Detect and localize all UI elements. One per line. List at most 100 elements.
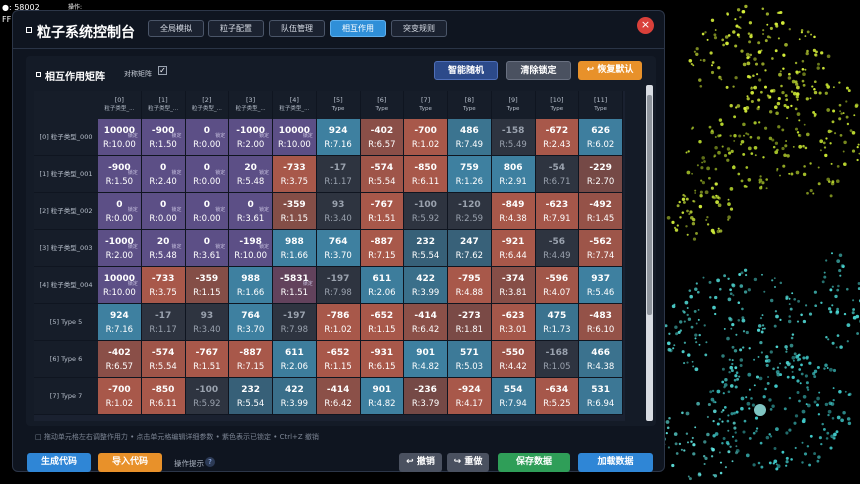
matrix-cell[interactable]: -359 R:1.15	[273, 193, 317, 230]
matrix-cell[interactable]: 901 R:4.82	[360, 378, 405, 415]
matrix-cell[interactable]: -120 R:2.59	[448, 193, 492, 230]
matrix-cell[interactable]: -229 R:2.70	[579, 156, 623, 193]
matrix-cell[interactable]: 232 R:5.54	[404, 230, 448, 267]
matrix-cell[interactable]: -652 R:1.15	[316, 341, 361, 378]
matrix-cell[interactable]: 764 R:3.70	[229, 304, 273, 341]
matrix-cell[interactable]: 466 R:4.38	[579, 341, 623, 378]
matrix-cell[interactable]: -767 R:1.51	[360, 193, 405, 230]
load-button[interactable]: 加载数据	[578, 453, 653, 472]
import-code-button[interactable]: 导入代码	[98, 453, 162, 472]
matrix-cell[interactable]: -634 R:5.25	[535, 378, 580, 415]
matrix-cell[interactable]: 20 R:5.48 锁定	[229, 156, 273, 193]
matrix-cell[interactable]: -574 R:5.54	[360, 156, 405, 193]
help-icon[interactable]: ?	[205, 457, 215, 467]
matrix-cell[interactable]: -492 R:1.45	[579, 193, 623, 230]
matrix-cell[interactable]: 0 R:2.40 锁定	[141, 156, 186, 193]
matrix-cell[interactable]: -273 R:1.81	[448, 304, 492, 341]
matrix-cell[interactable]: -849 R:4.38	[491, 193, 536, 230]
tab[interactable]: 粒子配置	[208, 20, 264, 37]
matrix-cell[interactable]: -733 R:3.75	[273, 156, 317, 193]
matrix-cell[interactable]: -402 R:6.57	[98, 341, 142, 378]
matrix-cell[interactable]: 937 R:5.46	[579, 267, 623, 304]
matrix-cell[interactable]: -887 R:7.15	[360, 230, 405, 267]
matrix-cell[interactable]: -767 R:1.51	[185, 341, 230, 378]
matrix-cell[interactable]: -850 R:6.11	[404, 156, 448, 193]
matrix-cell[interactable]: 0 R:0.00 锁定	[98, 193, 142, 230]
matrix-cell[interactable]: -887 R:7.15	[229, 341, 273, 378]
matrix-cell[interactable]: 611 R:2.06	[360, 267, 405, 304]
matrix-cell[interactable]: 422 R:3.99	[404, 267, 448, 304]
matrix-cell[interactable]: -168 R:1.05	[535, 341, 580, 378]
matrix-cell[interactable]: -483 R:6.10	[579, 304, 623, 341]
tab[interactable]: 突变规则	[391, 20, 447, 37]
matrix-cell[interactable]: -623 R:7.91	[535, 193, 580, 230]
matrix-cell[interactable]: -198 R:10.00 锁定	[229, 230, 273, 267]
matrix-cell[interactable]: 988 R:1.66	[229, 267, 273, 304]
matrix-cell[interactable]: -850 R:6.11	[141, 378, 186, 415]
matrix-cell[interactable]: 988 R:1.66	[273, 230, 317, 267]
redo-button[interactable]: ↪ 重做	[447, 453, 489, 472]
matrix-cell[interactable]: -100 R:5.92	[404, 193, 448, 230]
matrix-cell[interactable]: 422 R:3.99	[273, 378, 317, 415]
matrix-cell[interactable]: -700 R:1.02	[98, 378, 142, 415]
matrix-cell[interactable]: 0 R:0.00 锁定	[185, 156, 230, 193]
matrix-cell[interactable]: 93 R:3.40	[316, 193, 361, 230]
matrix-cell[interactable]: -652 R:1.15	[360, 304, 405, 341]
matrix-cell[interactable]: 20 R:5.48 锁定	[141, 230, 186, 267]
matrix-cell[interactable]: -17 R:1.17	[316, 156, 361, 193]
tab[interactable]: 队伍管理	[269, 20, 325, 37]
matrix-cell[interactable]: -5831 R:1.51 锁定	[273, 267, 317, 304]
symmetric-checkbox[interactable]: ✓	[158, 66, 167, 75]
matrix-cell[interactable]: -402 R:6.57	[360, 119, 405, 156]
matrix-cell[interactable]: -921 R:6.44	[491, 230, 536, 267]
matrix-cell[interactable]: -700 R:1.02	[404, 119, 448, 156]
matrix-cell[interactable]: -1000 R:2.00 锁定	[229, 119, 273, 156]
matrix-cell[interactable]: -623 R:3.01	[491, 304, 536, 341]
matrix-cell[interactable]: 475 R:1.73	[535, 304, 580, 341]
matrix-cell[interactable]: -931 R:6.15	[360, 341, 405, 378]
matrix-cell[interactable]: -359 R:1.15	[185, 267, 230, 304]
matrix-cell[interactable]: 611 R:2.06	[273, 341, 317, 378]
matrix-cell[interactable]: -197 R:7.98	[273, 304, 317, 341]
matrix-cell[interactable]: -562 R:7.74	[579, 230, 623, 267]
undo-button[interactable]: ↩ 撤销	[399, 453, 442, 472]
matrix-cell[interactable]: 759 R:1.26	[448, 156, 492, 193]
close-button[interactable]: ×	[637, 17, 654, 34]
matrix-cell[interactable]: 531 R:6.94	[579, 378, 623, 415]
matrix-cell[interactable]: -900 R:1.50 锁定	[98, 156, 142, 193]
matrix-cell[interactable]: -197 R:7.98	[316, 267, 361, 304]
matrix-cell[interactable]: 626 R:6.02	[579, 119, 623, 156]
tab[interactable]: 相互作用	[330, 20, 386, 37]
matrix-cell[interactable]: 232 R:5.54	[229, 378, 273, 415]
matrix-cell[interactable]: -574 R:5.54	[141, 341, 186, 378]
matrix-cell[interactable]: -17 R:1.17	[141, 304, 186, 341]
matrix-cell[interactable]: -795 R:4.88	[448, 267, 492, 304]
matrix-cell[interactable]: -414 R:6.42	[316, 378, 361, 415]
matrix-cell[interactable]: 10000 R:10.00 锁定	[98, 267, 142, 304]
scrollbar-thumb[interactable]	[647, 95, 652, 315]
matrix-cell[interactable]: -672 R:2.43	[535, 119, 580, 156]
matrix-cell[interactable]: -733 R:3.75	[141, 267, 186, 304]
matrix-cell[interactable]: -56 R:4.49	[535, 230, 580, 267]
matrix-cell[interactable]: -1000 R:2.00 锁定	[98, 230, 142, 267]
matrix-cell[interactable]: 93 R:3.40	[185, 304, 230, 341]
matrix-cell[interactable]: 0 R:3.61 锁定	[229, 193, 273, 230]
clear-locks-button[interactable]: 清除锁定	[506, 61, 571, 80]
matrix-cell[interactable]: -236 R:3.79	[404, 378, 448, 415]
smart-random-button[interactable]: 智能随机	[434, 61, 498, 80]
matrix-cell[interactable]: -900 R:1.50 锁定	[141, 119, 186, 156]
restore-default-button[interactable]: ↩ 恢复默认	[578, 61, 642, 80]
matrix-cell[interactable]: 806 R:2.91	[491, 156, 536, 193]
matrix-cell[interactable]: 0 R:0.00 锁定	[185, 193, 230, 230]
tab[interactable]: 全局模拟	[148, 20, 204, 37]
save-button[interactable]: 保存数据	[498, 453, 570, 472]
matrix-cell[interactable]: -158 R:5.49	[491, 119, 536, 156]
matrix-cell[interactable]: 247 R:7.62	[448, 230, 492, 267]
matrix-cell[interactable]: -924 R:4.17	[448, 378, 492, 415]
matrix-cell[interactable]: -414 R:6.42	[404, 304, 448, 341]
matrix-cell[interactable]: -786 R:1.02	[316, 304, 361, 341]
matrix-cell[interactable]: 10000 R:10.00 锁定	[273, 119, 317, 156]
matrix-cell[interactable]: 486 R:7.49	[448, 119, 492, 156]
matrix-cell[interactable]: 924 R:7.16	[98, 304, 142, 341]
matrix-cell[interactable]: 901 R:4.82	[404, 341, 448, 378]
